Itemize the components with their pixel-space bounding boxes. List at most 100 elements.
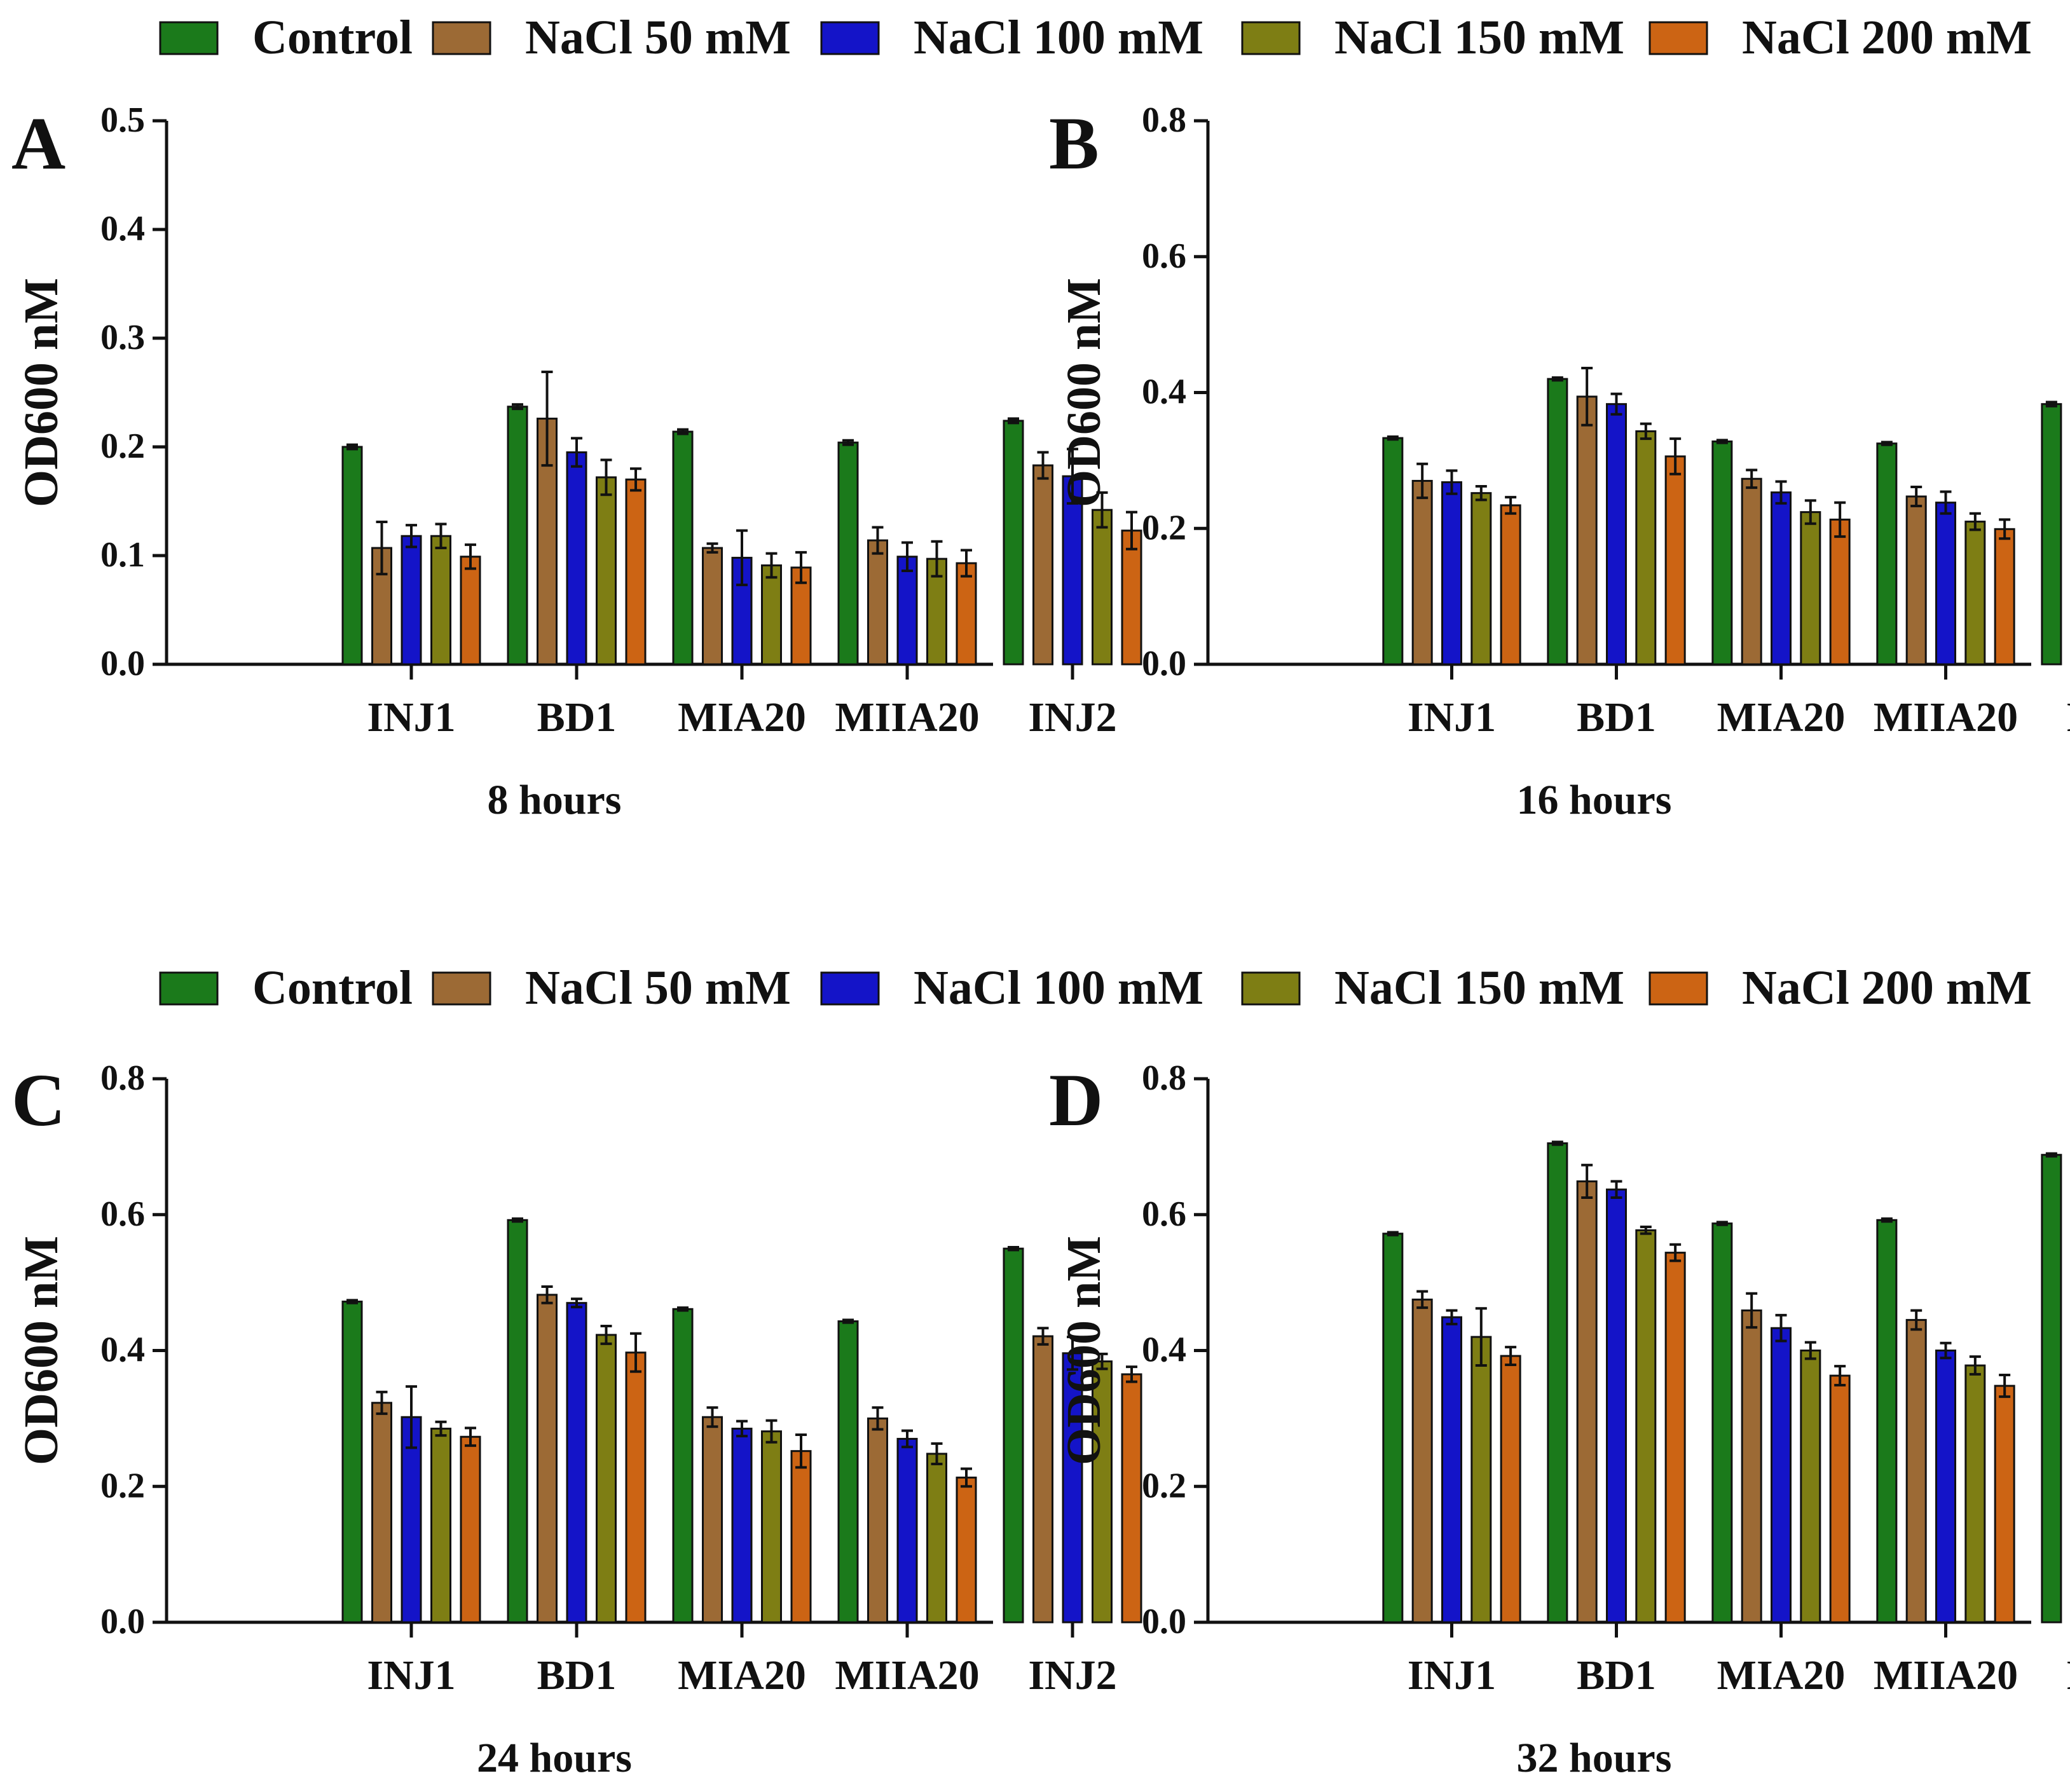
bar — [1003, 420, 1024, 666]
bar — [1935, 1350, 1957, 1624]
bar — [1032, 464, 1053, 666]
y-tick-label: 0.2 — [1142, 1466, 1186, 1505]
x-tick-label: INJ2 — [2066, 1652, 2070, 1699]
bar — [867, 539, 888, 666]
bar — [1711, 440, 1733, 666]
bar — [1905, 1318, 1927, 1624]
x-tick-label: BD1 — [1577, 1652, 1656, 1699]
bar — [1547, 1142, 1568, 1624]
bar — [672, 430, 694, 666]
bar — [1606, 1188, 1627, 1624]
y-tick-label: 0.6 — [1142, 1194, 1186, 1234]
legend-label: Control — [252, 11, 413, 64]
legend-label: NaCl 100 mM — [914, 961, 1203, 1015]
bar — [537, 1294, 558, 1624]
bar — [1470, 1336, 1492, 1624]
legend-label: NaCl 150 mM — [1334, 961, 1624, 1015]
legend-label: NaCl 100 mM — [914, 11, 1203, 64]
legend-swatch — [1648, 971, 1708, 1006]
y-tick-label: 0.8 — [1142, 100, 1186, 140]
bar — [430, 535, 451, 666]
bar — [1635, 1229, 1657, 1624]
legend-swatch — [1241, 21, 1301, 55]
bar — [1606, 403, 1627, 666]
panel-c: C 0.0 0.2 0.4 0.6 0.8 OD600 nM INJ1 BD1 MIA20 MIIA… — [11, 1058, 1142, 1781]
bar — [1500, 1355, 1521, 1624]
panel-b: B 0.0 0.2 0.4 0.6 0.8 OD600 nM INJ1 BD1 MIA20 MIIA… — [1049, 100, 2070, 823]
panel-a: A 0.0 0.1 0.2 0.3 0.4 0.5 OD600 nM INJ1 BD1 MIA20 M… — [11, 100, 1142, 823]
y-tick-label: 0.4 — [100, 1330, 145, 1370]
bar — [1664, 455, 1686, 666]
y-tick-label: 0.4 — [1142, 1330, 1186, 1370]
legend-label: NaCl 200 mM — [1742, 961, 2032, 1015]
bar — [1905, 495, 1927, 666]
bar — [625, 1351, 647, 1624]
y-tick-label: 0.8 — [100, 1058, 145, 1098]
y-tick-label: 0.4 — [100, 209, 145, 249]
bar — [1441, 481, 1462, 666]
bar — [1382, 1233, 1404, 1624]
legend-swatch — [432, 21, 491, 55]
bar — [837, 441, 859, 666]
bar — [507, 1219, 528, 1624]
bar — [1964, 1364, 1986, 1624]
x-tick-label: INJ2 — [2066, 694, 2070, 741]
bar — [1800, 1350, 1821, 1624]
bar — [731, 1427, 753, 1624]
bar — [1664, 1252, 1686, 1624]
bar — [761, 564, 782, 666]
legend: Control NaCl 50 mM NaCl 100 mM NaCl 150 mM N… — [159, 961, 2032, 1015]
bar — [1771, 1327, 1792, 1624]
bar — [896, 1437, 918, 1624]
bar — [1092, 509, 1113, 666]
bar — [1635, 430, 1657, 666]
x-tick-label: MIA20 — [1717, 1652, 1846, 1699]
y-axis-title: OD600 nM — [15, 278, 68, 507]
y-axis-title: OD600 nM — [1057, 1236, 1111, 1465]
bar — [702, 547, 723, 666]
bar — [1470, 492, 1492, 666]
bar — [1800, 511, 1821, 666]
legend-label: NaCl 50 mM — [525, 11, 791, 64]
x-tick-label: INJ1 — [1408, 1652, 1496, 1699]
x-tick-label: INJ1 — [367, 694, 455, 741]
bar — [956, 562, 977, 666]
bar — [1500, 504, 1521, 666]
bar — [507, 406, 528, 666]
legend-label: NaCl 200 mM — [1742, 11, 2032, 64]
x-tick-label: MIA20 — [678, 694, 806, 741]
bar — [1741, 1309, 1762, 1624]
bar — [566, 451, 587, 666]
bar — [1741, 477, 1762, 666]
panel-letter: A — [11, 102, 65, 185]
bar — [926, 1453, 947, 1624]
legend-label: Control — [252, 961, 413, 1015]
bar — [341, 446, 363, 666]
legend-label: NaCl 50 mM — [525, 961, 791, 1015]
y-tick-label: 0.3 — [100, 318, 145, 357]
bar — [460, 1435, 481, 1624]
bar — [1876, 1219, 1898, 1624]
bar — [1935, 502, 1957, 666]
x-tick-label: INJ1 — [1408, 694, 1496, 741]
bar — [1062, 1352, 1083, 1624]
y-tick-label: 0.1 — [100, 535, 145, 575]
bar — [702, 1416, 723, 1624]
bar — [1771, 491, 1792, 666]
bar — [371, 1402, 392, 1624]
panel-letter: C — [11, 1058, 65, 1142]
x-tick-label: INJ2 — [1028, 694, 1116, 741]
bar — [401, 535, 422, 666]
bar — [1829, 518, 1851, 666]
y-axis-title: OD600 nM — [15, 1236, 68, 1465]
y-tick-label: 0.4 — [1142, 373, 1186, 412]
x-tick-label: MIA20 — [1717, 694, 1846, 741]
bar — [790, 1450, 812, 1624]
legend-swatch — [159, 21, 219, 55]
bar — [596, 476, 617, 666]
y-tick-label: 0.0 — [100, 644, 145, 683]
y-tick-label: 0.6 — [100, 1194, 145, 1234]
y-tick-label: 0.2 — [100, 427, 145, 466]
y-tick-label: 0.2 — [100, 1466, 145, 1505]
